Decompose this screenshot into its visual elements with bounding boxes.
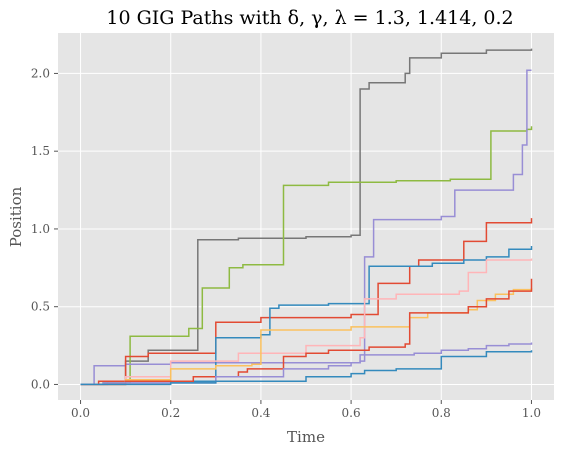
series-layer — [80, 48, 533, 386]
y-axis-label: Position — [7, 186, 25, 247]
axis-ticks: 0.0 0.2 0.4 0.6 0.8 1.0 0.0 0.5 1.0 1.5 2.0 — [31, 66, 541, 420]
x-tick-label: 1.0 — [522, 406, 541, 420]
x-tick-label: 0.8 — [432, 406, 451, 420]
chart-title: 10 GIG Paths with δ, γ, λ = 1.3, 1.414, … — [106, 7, 513, 29]
series-line-3 — [80, 69, 532, 386]
x-tick-label: 0.2 — [161, 406, 180, 420]
plot-area — [58, 33, 554, 400]
grid — [58, 33, 554, 400]
series-line-6 — [80, 258, 533, 386]
series-line-5 — [80, 246, 533, 386]
y-tick-label: 1.0 — [31, 222, 50, 236]
series-line-1 — [80, 48, 533, 386]
y-tick-label: 1.5 — [31, 144, 50, 158]
series-line-9 — [80, 342, 533, 386]
x-tick-label: 0.4 — [251, 406, 270, 420]
y-tick-label: 2.0 — [31, 66, 50, 80]
y-tick-label: 0.0 — [31, 377, 50, 391]
y-tick-label: 0.5 — [31, 300, 50, 314]
x-axis-label: Time — [287, 428, 325, 446]
series-line-2 — [80, 126, 533, 386]
series-line-10 — [80, 350, 533, 386]
series-line-4 — [80, 218, 533, 386]
x-tick-label: 0.6 — [342, 406, 361, 420]
x-tick-label: 0.0 — [71, 406, 90, 420]
